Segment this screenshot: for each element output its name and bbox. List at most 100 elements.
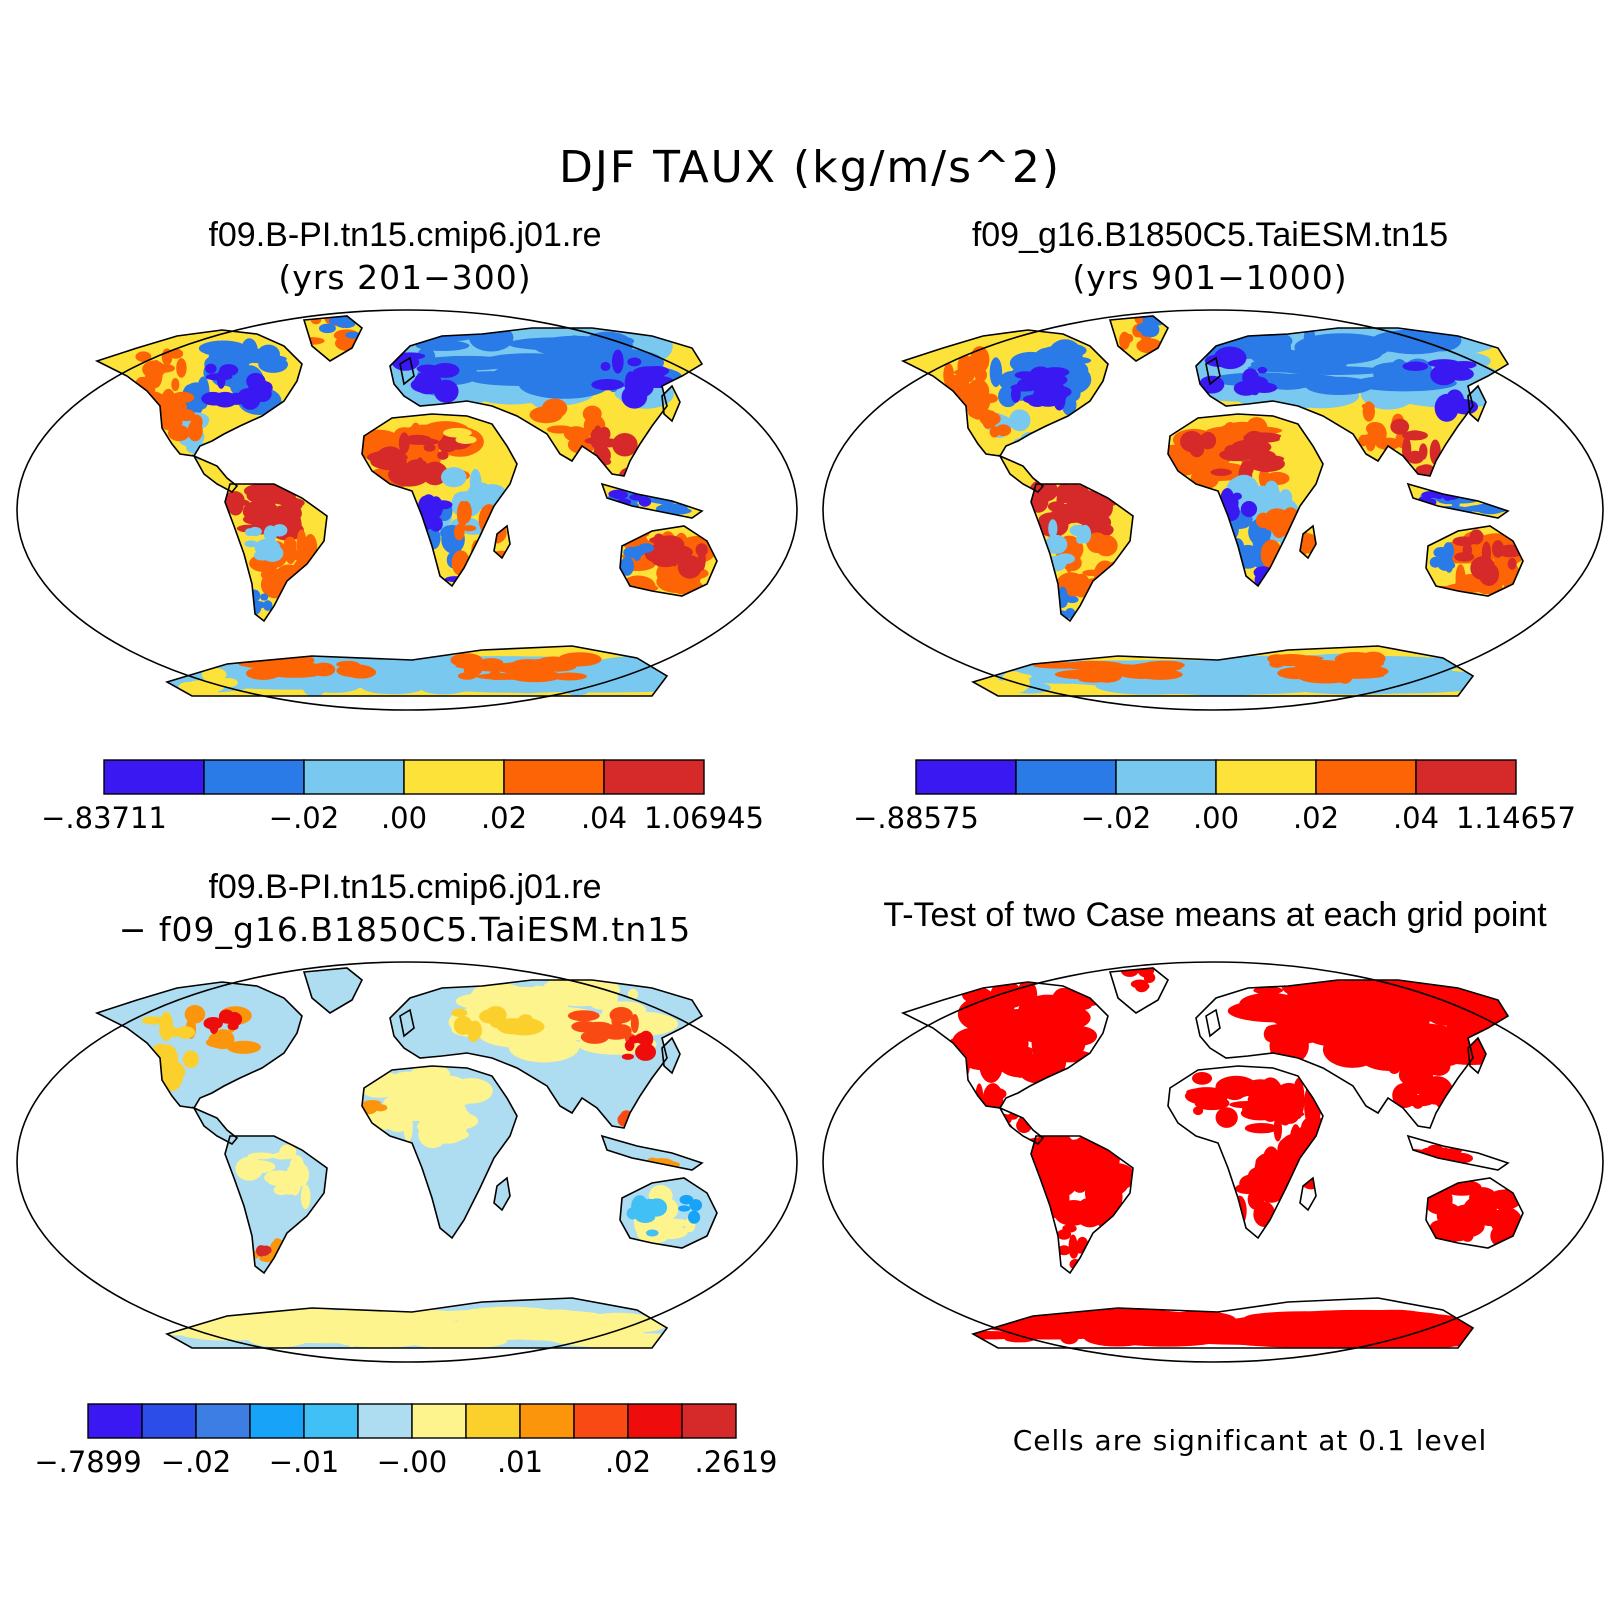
field-cell bbox=[1273, 1116, 1283, 1142]
field-cell bbox=[1392, 1082, 1418, 1108]
colorbar-label: .04 bbox=[581, 801, 627, 835]
field-cell bbox=[1066, 596, 1079, 604]
field-cell bbox=[141, 1016, 165, 1025]
field-layer bbox=[903, 968, 1523, 1348]
field-cell bbox=[243, 1160, 276, 1174]
field-cell bbox=[657, 1218, 691, 1228]
field-cell bbox=[1141, 335, 1151, 344]
field-cell bbox=[1240, 501, 1258, 518]
field-cell bbox=[1139, 661, 1173, 676]
colorbar-swatch bbox=[411, 1403, 467, 1439]
colorbar-swatch bbox=[1015, 759, 1117, 795]
field-cell bbox=[238, 660, 300, 668]
land-antarctica bbox=[164, 645, 669, 697]
field-cell bbox=[624, 1039, 635, 1052]
field-cell bbox=[621, 1053, 635, 1060]
field-cell bbox=[1257, 366, 1268, 374]
field-cell bbox=[1390, 418, 1410, 435]
field-cell bbox=[1447, 367, 1474, 381]
field-cell bbox=[1365, 422, 1384, 436]
field-cell bbox=[1434, 393, 1459, 422]
colorbar-swatch bbox=[465, 1403, 521, 1439]
field-cell bbox=[387, 462, 430, 487]
field-cell bbox=[442, 1112, 479, 1130]
field-cell bbox=[630, 1014, 639, 1034]
field-cell bbox=[598, 426, 611, 442]
field-cell bbox=[611, 349, 624, 374]
field-cell bbox=[386, 1105, 405, 1126]
field-base-camerica bbox=[1000, 456, 1043, 492]
colorbar-swatch bbox=[1415, 759, 1517, 795]
land-madagascar bbox=[1299, 524, 1317, 560]
field-cell bbox=[1009, 409, 1031, 432]
field-cell bbox=[1184, 1087, 1229, 1105]
field-cell bbox=[475, 673, 533, 680]
map-border bbox=[822, 961, 1604, 1363]
field-cell bbox=[1031, 1024, 1086, 1063]
field-cell bbox=[1222, 493, 1239, 513]
field-cell bbox=[620, 556, 634, 576]
land-camerica bbox=[998, 454, 1045, 494]
field-cell bbox=[1407, 430, 1422, 437]
field-cell bbox=[970, 346, 990, 374]
field-cell bbox=[413, 1092, 456, 1115]
field-cell bbox=[328, 316, 343, 326]
field-cell bbox=[1192, 1071, 1213, 1085]
field-cell bbox=[518, 1014, 533, 1026]
field-cell bbox=[458, 672, 477, 680]
coastlines bbox=[94, 315, 718, 697]
colorbar-swatch bbox=[195, 1403, 251, 1439]
field-cell bbox=[1507, 558, 1517, 570]
field-cell bbox=[167, 425, 190, 442]
field-cell bbox=[1085, 505, 1107, 517]
field-cell bbox=[253, 601, 266, 609]
field-cell bbox=[611, 490, 628, 500]
panel2-colorbar: −.88575 −.02 .00 .02 .04 1.14657 bbox=[853, 759, 1576, 835]
colorbar-swatch bbox=[357, 1403, 413, 1439]
field-cell bbox=[995, 424, 1012, 437]
field-cell bbox=[405, 1069, 432, 1094]
field-cell bbox=[263, 600, 273, 611]
field-cell bbox=[262, 669, 321, 677]
field-cell bbox=[470, 418, 484, 431]
colorbar-label: .01 bbox=[497, 1445, 543, 1479]
field-cell bbox=[609, 1006, 633, 1024]
panel4-map bbox=[822, 961, 1604, 1363]
land-eurasia bbox=[389, 979, 704, 1129]
field-cell bbox=[425, 1309, 600, 1321]
field-base-camerica bbox=[194, 456, 237, 492]
field-cell bbox=[1371, 344, 1426, 352]
field-cell bbox=[677, 555, 702, 579]
panel4-title: T-Test of two Case means at each grid po… bbox=[883, 896, 1547, 934]
field-cell bbox=[1199, 431, 1217, 450]
field-cell bbox=[1490, 1207, 1523, 1237]
field-cell bbox=[201, 391, 225, 406]
field-cell bbox=[1057, 356, 1092, 365]
field-cell bbox=[336, 660, 360, 668]
field-cell bbox=[649, 536, 673, 544]
field-cell bbox=[1362, 401, 1375, 422]
land-greenland bbox=[1108, 967, 1170, 1014]
field-cell bbox=[1453, 1154, 1470, 1163]
field-cell bbox=[600, 361, 611, 371]
field-cell bbox=[168, 348, 184, 359]
field-cell bbox=[535, 656, 571, 672]
colorbar-label: .02 bbox=[605, 1445, 651, 1479]
field-cell bbox=[429, 1075, 465, 1090]
land-samerica bbox=[1030, 1135, 1134, 1275]
land-namerica bbox=[900, 981, 1109, 1109]
field-cell bbox=[1256, 992, 1287, 1006]
panel3-map bbox=[16, 961, 798, 1363]
land-australia bbox=[1425, 1177, 1524, 1249]
field-cell bbox=[443, 427, 472, 438]
field-cell bbox=[1041, 379, 1064, 393]
field-cell bbox=[591, 379, 625, 391]
field-cell bbox=[271, 524, 288, 537]
colorbar-label: .2619 bbox=[694, 1445, 777, 1479]
field-cell bbox=[1010, 383, 1035, 392]
field-cell bbox=[1281, 349, 1331, 371]
field-cell bbox=[260, 593, 269, 601]
field-cell bbox=[1424, 1062, 1434, 1081]
field-cell bbox=[1057, 1245, 1071, 1256]
field-cell bbox=[1143, 972, 1156, 983]
